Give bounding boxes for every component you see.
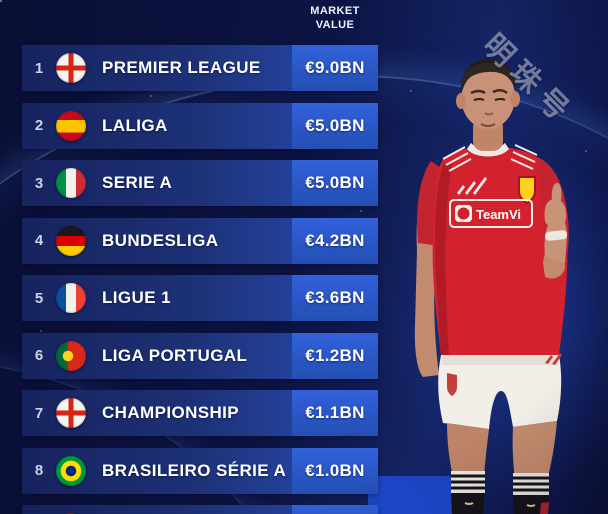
- rank-label: 6: [34, 347, 44, 364]
- table-row: 8 BRASILEIRO SÉRIE A €1.0BN: [22, 447, 378, 494]
- league-label: LALIGA: [102, 115, 168, 135]
- value-badge-label: €1.1BN: [292, 390, 378, 436]
- table-row: 6 LIGA PORTUGAL €1.2BN: [22, 332, 378, 379]
- league-table: 1 PREMIER LEAGUE €9.0BN 2 LALIGA €5.0BN …: [22, 45, 378, 514]
- league-label: CHAMPIONSHIP: [102, 403, 240, 422]
- table-row: 3 SERIE A €5.0BN: [22, 160, 378, 206]
- flag-icon: [56, 455, 86, 486]
- rank-label: 2: [34, 117, 44, 134]
- value-badge-label: €1.0BN: [292, 447, 378, 494]
- rank-label: 4: [34, 232, 44, 249]
- stars-decoration: [0, 0, 2, 2]
- league-label: BRASILEIRO SÉRIE A: [102, 460, 287, 480]
- league-label: LIGA PORTUGAL: [102, 345, 248, 365]
- flag-icon: [56, 283, 86, 313]
- value-badge-label: €1.2BN: [292, 332, 378, 379]
- flag-icon: [56, 340, 86, 371]
- league-label: PREMIER LEAGUE: [102, 58, 261, 77]
- player-illustration: TeamVi: [414, 59, 569, 514]
- rank-label: 3: [34, 174, 44, 192]
- flag-icon: [56, 225, 86, 256]
- rank-label: 1: [34, 59, 44, 77]
- table-row: 1 PREMIER LEAGUE €9.0BN: [22, 45, 378, 91]
- table-row: 2 LALIGA €5.0BN: [22, 102, 378, 149]
- market-value-column-header: MARKET VALUE: [310, 5, 360, 31]
- table-row: 9: [22, 505, 378, 514]
- league-label: BUNDESLIGA: [102, 230, 219, 250]
- value-badge-label: €9.0BN: [292, 45, 378, 91]
- svg-text:TeamVi: TeamVi: [476, 207, 521, 222]
- rank-label: 8: [34, 462, 44, 479]
- value-badge-label: €5.0BN: [292, 102, 378, 149]
- table-row: 5 LIGUE 1 €3.6BN: [22, 275, 378, 321]
- value-badge-label: €5.0BN: [292, 160, 378, 206]
- flag-icon: [56, 110, 86, 141]
- rank-label: 7: [34, 404, 44, 422]
- league-label: LIGUE 1: [102, 288, 171, 307]
- value-badge-label: €3.6BN: [292, 275, 378, 321]
- table-row: 7 CHAMPIONSHIP €1.1BN: [22, 390, 378, 436]
- value-badge-label: €4.2BN: [292, 217, 378, 264]
- value-badge-label: [292, 505, 378, 514]
- league-label: SERIE A: [102, 173, 173, 192]
- rank-label: 5: [34, 289, 44, 307]
- flag-icon: [56, 398, 86, 428]
- table-row: 4 BUNDESLIGA €4.2BN: [22, 217, 378, 264]
- flag-icon: [56, 53, 86, 83]
- flag-icon: [56, 168, 86, 198]
